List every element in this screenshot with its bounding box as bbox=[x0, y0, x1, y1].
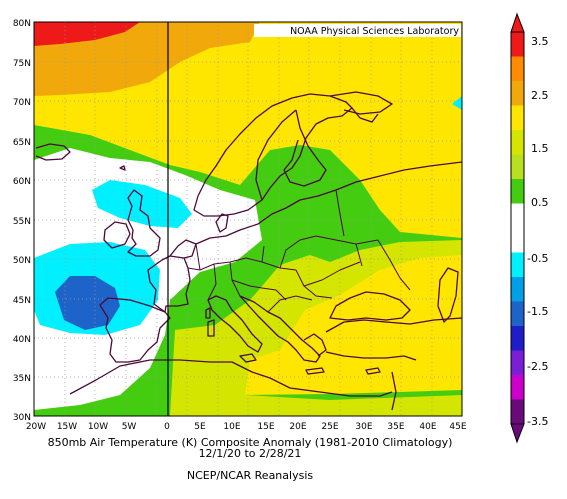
legend-bin bbox=[511, 350, 524, 376]
field-olive-south bbox=[170, 240, 462, 416]
legend-bin bbox=[511, 399, 524, 425]
lon-label: 0 bbox=[164, 422, 170, 432]
scandinavia-outline bbox=[193, 93, 353, 217]
caption-dates: 12/1/20 to 2/28/21 bbox=[198, 447, 302, 460]
italy-outline bbox=[207, 295, 263, 353]
lat-label: 75N bbox=[13, 59, 31, 69]
france-outline bbox=[147, 255, 191, 313]
lat-label: 80N bbox=[13, 19, 31, 29]
legend-label: 0.5 bbox=[531, 196, 549, 209]
lon-label: 5E bbox=[194, 422, 206, 432]
borders-europe bbox=[187, 189, 411, 313]
sweden-inner bbox=[255, 109, 297, 201]
lon-label: 15E bbox=[257, 422, 274, 432]
legend-bin bbox=[511, 228, 524, 253]
lat-label: 35N bbox=[13, 374, 31, 384]
benelux-outline bbox=[169, 239, 197, 259]
lon-label: 10W bbox=[88, 422, 108, 432]
greece-outline bbox=[303, 333, 327, 357]
lat-label: 65N bbox=[13, 138, 31, 148]
sicily-outline bbox=[239, 353, 257, 363]
attribution-box bbox=[254, 24, 461, 37]
legend-label: -2.5 bbox=[527, 360, 548, 373]
legend-bin bbox=[511, 105, 524, 131]
lon-label: 45E bbox=[449, 422, 466, 432]
corsica-outline bbox=[205, 307, 211, 319]
crete-outline bbox=[305, 367, 325, 375]
legend-bin bbox=[511, 179, 524, 204]
lon-label: 20W bbox=[26, 422, 46, 432]
lat-label: 40N bbox=[13, 335, 31, 345]
field-blue-west bbox=[55, 276, 120, 330]
lat-label: 30N bbox=[13, 413, 31, 423]
map-frame bbox=[33, 21, 463, 417]
north-africa-outline bbox=[69, 359, 393, 397]
white-sea-outline bbox=[351, 107, 379, 123]
denmark-outline bbox=[215, 213, 229, 233]
lat-axis: 80N 75N 70N 65N 60N 55N 50N 45N 40N 35N … bbox=[13, 19, 31, 423]
lat-label: 60N bbox=[13, 177, 31, 187]
levant-outline bbox=[391, 371, 397, 411]
legend-bin bbox=[511, 301, 524, 327]
caption-source: NCEP/NCAR Reanalysis bbox=[186, 469, 314, 482]
lat-label: 45N bbox=[13, 296, 31, 306]
legend-bin bbox=[511, 375, 524, 400]
legend-label: -0.5 bbox=[527, 252, 548, 265]
legend-bin bbox=[511, 130, 524, 155]
lon-label: 15W bbox=[57, 422, 77, 432]
attribution-text: NOAA Physical Sciences Laboratory bbox=[290, 26, 459, 37]
lon-label: 10E bbox=[223, 422, 240, 432]
legend-bin bbox=[511, 326, 524, 351]
legend-label: -1.5 bbox=[527, 305, 548, 318]
lat-label: 70N bbox=[13, 98, 31, 108]
legend-arrow-top bbox=[510, 12, 525, 33]
legend-label: -3.5 bbox=[527, 415, 548, 428]
legend-frame bbox=[510, 31, 525, 425]
legend-bin bbox=[511, 154, 524, 180]
legend-bin bbox=[511, 32, 524, 57]
turkey-outline bbox=[325, 317, 462, 333]
color-legend: 3.5 2.5 1.5 0.5 -0.5 -1.5 -2.5 -3.5 bbox=[510, 12, 549, 444]
balkans-outline bbox=[239, 295, 321, 363]
faroe-outline bbox=[119, 165, 126, 171]
iberia-outline bbox=[99, 297, 171, 363]
legend-labels: 3.5 2.5 1.5 0.5 -0.5 -1.5 -2.5 -3.5 bbox=[527, 35, 549, 428]
lon-label: 40E bbox=[419, 422, 436, 432]
legend-bin bbox=[511, 56, 524, 82]
legend-bin bbox=[511, 203, 524, 229]
finland-outline bbox=[283, 109, 327, 187]
sardinia-outline bbox=[207, 319, 215, 337]
field-cyan-north bbox=[92, 180, 192, 228]
ireland-outline bbox=[103, 221, 131, 249]
iceland-outline bbox=[35, 143, 71, 161]
legend-bin bbox=[511, 277, 524, 302]
lon-label: 35E bbox=[387, 422, 404, 432]
black-sea-outline bbox=[329, 291, 411, 321]
lon-label: 20E bbox=[289, 422, 306, 432]
caption-title: 850mb Air Temperature (K) Composite Anom… bbox=[47, 436, 453, 449]
lon-label: 5W bbox=[122, 422, 137, 432]
britain-outline bbox=[127, 189, 161, 257]
continent-outline bbox=[195, 161, 462, 245]
kola-outline bbox=[329, 91, 393, 115]
lat-label: 55N bbox=[13, 217, 31, 227]
legend-arrow-bottom bbox=[510, 423, 525, 444]
turkey-south bbox=[325, 351, 417, 361]
legend-label: 2.5 bbox=[531, 89, 549, 102]
field-cyan-arctic-east bbox=[452, 96, 462, 110]
lon-label: 25E bbox=[321, 422, 338, 432]
legend-label: 3.5 bbox=[531, 35, 549, 48]
lat-label: 50N bbox=[13, 256, 31, 266]
legend-bin bbox=[511, 81, 524, 106]
lon-label: 30E bbox=[355, 422, 372, 432]
legend-bins bbox=[511, 32, 524, 425]
field-red-arctic bbox=[34, 22, 140, 46]
legend-label: 1.5 bbox=[531, 142, 549, 155]
legend-bin bbox=[511, 252, 524, 278]
lon-axis: 20W 15W 10W 5W 0 5E 10E 15E 20E 25E 30E … bbox=[26, 422, 467, 432]
caspian-outline bbox=[437, 267, 459, 323]
cyprus-outline bbox=[365, 367, 381, 375]
coastlines bbox=[35, 91, 462, 411]
